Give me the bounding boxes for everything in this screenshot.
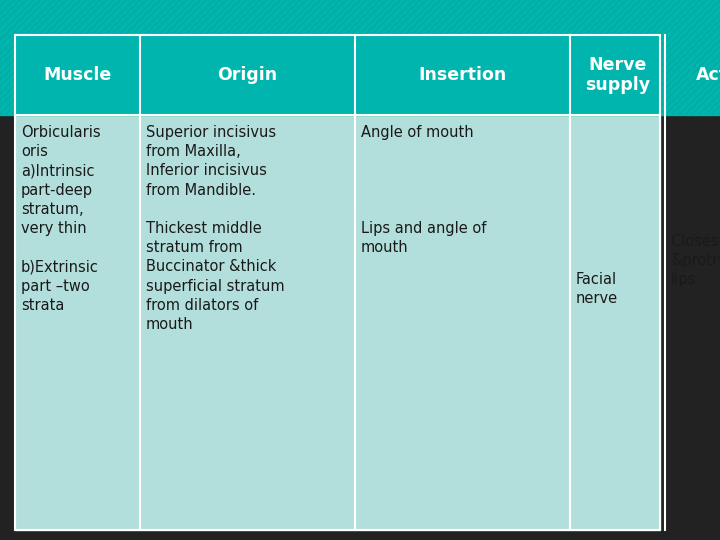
Text: Facial
nerve: Facial nerve bbox=[576, 272, 618, 306]
Text: Superior incisivus
from Maxilla,
Inferior incisivus
from Mandible.

Thickest mid: Superior incisivus from Maxilla, Inferio… bbox=[146, 125, 284, 332]
Bar bbox=[0, 0, 720, 115]
Text: Origin: Origin bbox=[217, 66, 278, 84]
Text: Closes lips
&protrude
lips: Closes lips &protrude lips bbox=[671, 233, 720, 287]
Text: Action: Action bbox=[696, 66, 720, 84]
Text: Angle of mouth




Lips and angle of
mouth: Angle of mouth Lips and angle of mouth bbox=[361, 125, 487, 255]
Bar bbox=[15, 35, 660, 115]
Text: Muscle: Muscle bbox=[43, 66, 112, 84]
Bar bbox=[15, 115, 660, 530]
Text: Insertion: Insertion bbox=[418, 66, 507, 84]
Text: Nerve
supply: Nerve supply bbox=[585, 56, 650, 94]
Text: Orbicularis
oris
a)Intrinsic
part-deep
stratum,
very thin

b)Extrinsic
part –two: Orbicularis oris a)Intrinsic part-deep s… bbox=[21, 125, 101, 313]
Bar bbox=[15, 35, 660, 530]
Bar bbox=[0, 0, 720, 115]
